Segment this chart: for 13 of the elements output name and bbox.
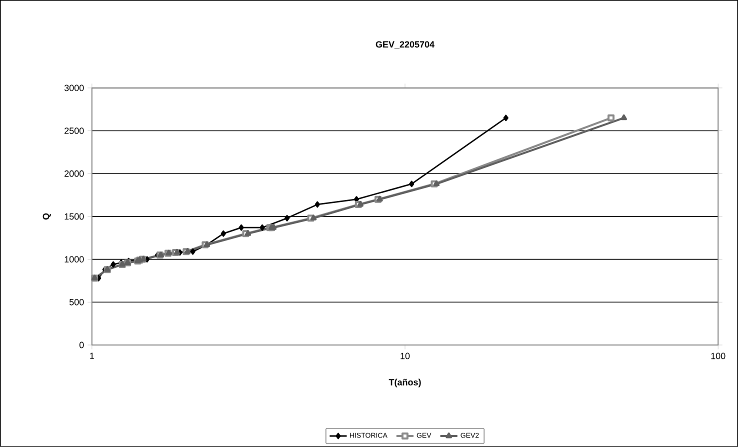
y-tick-label: 3000 — [64, 84, 84, 92]
x-tick-label: 100 — [711, 352, 726, 360]
y-tick-label: 2000 — [64, 170, 84, 177]
x-tick-label: 10 — [400, 352, 410, 360]
y-tick-label: 500 — [69, 298, 84, 306]
chart-title: GEV_2205704 — [376, 41, 434, 49]
y-tick-label: 1000 — [64, 256, 84, 263]
y-tick-label: 2500 — [64, 128, 84, 134]
x-tick-label: 1 — [90, 352, 94, 360]
x-axis-title: T(años) — [388, 378, 421, 388]
y-axis-title: Q — [42, 213, 51, 220]
y-tick-label: 0 — [79, 342, 84, 348]
y-tick-label: 1500 — [64, 213, 84, 220]
